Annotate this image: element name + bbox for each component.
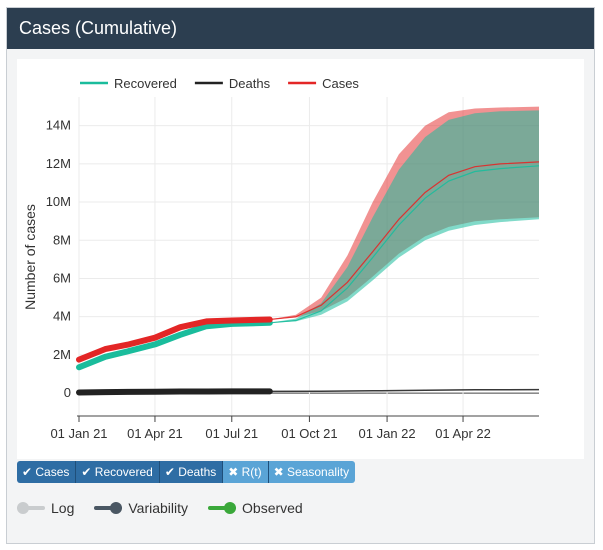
observed-line-deaths [76, 388, 273, 396]
legend-item-recovered[interactable]: Recovered [80, 76, 177, 91]
x-tick-label: 01 Jul 21 [205, 426, 258, 441]
y-tick-label: 12M [46, 156, 71, 171]
log-toggle[interactable]: Log [17, 500, 74, 516]
x-tick-label: 01 Jan 21 [50, 426, 107, 441]
series-button-label: R(t) [241, 465, 262, 479]
variability-toggle[interactable]: Variability [94, 500, 188, 516]
panel-title: Cases (Cumulative) [7, 8, 594, 49]
series-button-label: Cases [35, 465, 70, 479]
variability-bands [269, 106, 539, 323]
toggle-recovered-button[interactable]: ✔ Recovered [76, 461, 160, 483]
legend-label: Deaths [229, 76, 271, 91]
toggle-knob [17, 502, 29, 514]
toggle-label: Log [51, 500, 75, 516]
check-icon: ✔ [164, 465, 179, 479]
series-button-label: Recovered [94, 465, 153, 479]
y-axis-label: Number of cases [22, 204, 38, 310]
cases-cumulative-panel: Cases (Cumulative) 0 2M 4M 6M 8M 10M 12M 14M 01… [6, 7, 595, 544]
series-button-label: Seasonality [287, 465, 350, 479]
check-icon: ✔ [81, 465, 95, 479]
toggle-seasonality-button[interactable]: ✖ Seasonality [268, 461, 356, 483]
toggle-rt-button[interactable]: ✖ R(t) [223, 461, 269, 483]
check-icon: ✔ [22, 465, 36, 479]
projection-line-recovered [269, 165, 540, 324]
cross-icon: ✖ [228, 465, 242, 479]
toggle-deaths-button[interactable]: ✔ Deaths [159, 461, 224, 483]
x-tick-label: 01 Apr 22 [435, 426, 491, 441]
chart-area: 0 2M 4M 6M 8M 10M 12M 14M 01 Jan 21 01 Apr 21 01 … [17, 59, 584, 459]
cross-icon: ✖ [273, 465, 288, 479]
toggle-label: Observed [242, 500, 303, 516]
toggle-label: Variability [128, 500, 189, 516]
series-button-label: Deaths [178, 465, 217, 479]
x-tick-label: 01 Jan 22 [359, 426, 416, 441]
series-lines [76, 161, 540, 396]
observed-line-cases [76, 316, 273, 363]
chart-toggles: Log Variability Observed [17, 498, 323, 518]
observed-line-recovered [76, 319, 273, 371]
toggle-knob [110, 502, 123, 514]
y-tick-label: 10M [46, 194, 71, 209]
toggle-track [208, 502, 237, 514]
y-tick-label: 14M [46, 118, 71, 133]
projection-line-deaths [269, 388, 540, 393]
observed-toggle[interactable]: Observed [208, 500, 303, 516]
series-button-group: ✔ Cases ✔ Recovered ✔ Deaths ✖ R(t) ✖ Season… [17, 461, 356, 483]
band-recovered [269, 110, 539, 323]
toggle-track [17, 502, 45, 514]
toggle-knob [224, 502, 237, 514]
toggle-track [94, 502, 123, 514]
x-tick-label: 01 Apr 21 [127, 426, 183, 441]
y-tick-label: 4M [53, 309, 71, 324]
legend-item-cases[interactable]: Cases [288, 76, 359, 91]
legend-label: Cases [322, 76, 359, 91]
projection-line-cases [269, 161, 540, 321]
x-tick-label: 01 Oct 21 [281, 426, 337, 441]
y-tick-label: 0 [64, 385, 71, 400]
x-axis: 01 Jan 21 01 Apr 21 01 Jul 21 01 Oct 21 01 J… [50, 415, 539, 441]
toggle-cases-button[interactable]: ✔ Cases [17, 461, 77, 483]
y-tick-label: 6M [53, 270, 71, 285]
y-tick-label: 2M [53, 347, 71, 362]
legend-item-deaths[interactable]: Deaths [194, 76, 271, 91]
y-axis: 0 2M 4M 6M 8M 10M 12M 14M [46, 118, 71, 400]
legend-label: Recovered [114, 76, 177, 91]
legend: Recovered Deaths Cases [80, 76, 359, 91]
y-tick-label: 8M [53, 232, 71, 247]
